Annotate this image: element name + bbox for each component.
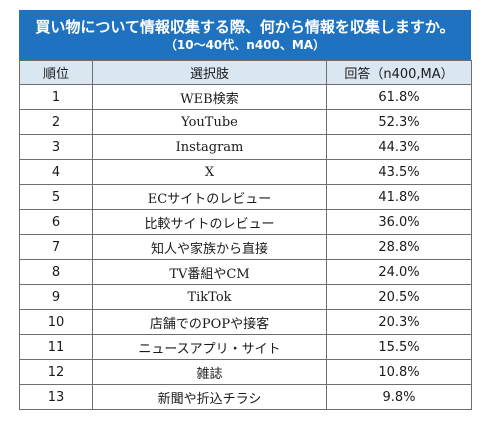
table-row: 1 WEB検索 61.8% — [19, 84, 472, 110]
choice-cell: ニュースアプリ・サイト — [92, 334, 327, 360]
table-title: 買い物について情報収集する際、何から情報を収集しますか。 — [35, 18, 455, 36]
answer-cell: 24.0% — [326, 259, 472, 285]
rank-cell: 1 — [19, 84, 93, 110]
choice-cell: WEB検索 — [92, 84, 327, 110]
header-row: 順位 選択肢 回答（n400,MA） — [19, 60, 472, 85]
choice-cell: ECサイトのレビュー — [92, 184, 327, 210]
header-answer: 回答（n400,MA） — [326, 60, 472, 85]
rank-cell: 13 — [19, 384, 93, 410]
table-row: 4 X 43.5% — [19, 159, 472, 185]
header-choice: 選択肢 — [92, 60, 327, 85]
rank-cell: 3 — [19, 134, 93, 160]
choice-cell: X — [92, 159, 327, 185]
answer-cell: 44.3% — [326, 134, 472, 160]
choice-cell: 店舗でのPOPや接客 — [92, 309, 327, 335]
rank-cell: 12 — [19, 359, 93, 385]
rank-cell: 7 — [19, 234, 93, 260]
answer-cell: 36.0% — [326, 209, 472, 235]
choice-cell: 新聞や折込チラシ — [92, 384, 327, 410]
answer-cell: 61.8% — [326, 84, 472, 110]
choice-cell: Instagram — [92, 134, 327, 160]
answer-cell: 41.8% — [326, 184, 472, 210]
table-row: 3 Instagram 44.3% — [19, 134, 472, 160]
table-body: 1 WEB検索 61.8% 2 YouTube 52.3% 3 Instagram 44.3% 4… — [19, 84, 472, 410]
ranking-table: 順位 選択肢 回答（n400,MA） 1 WEB検索 61.8% 2 YouTube 52… — [19, 60, 472, 410]
answer-cell: 28.8% — [326, 234, 472, 260]
rank-cell: 11 — [19, 334, 93, 360]
answer-cell: 9.8% — [326, 384, 472, 410]
table-row: 7 知人や家族から直接 28.8% — [19, 234, 472, 260]
header-rank: 順位 — [19, 60, 93, 85]
table-row: 8 TV番組やCM 24.0% — [19, 259, 472, 285]
survey-table-container: 買い物について情報収集する際、何から情報を収集しますか。 （10～40代、n40… — [19, 10, 472, 410]
choice-cell: TV番組やCM — [92, 259, 327, 285]
rank-cell: 6 — [19, 209, 93, 235]
answer-cell: 52.3% — [326, 109, 472, 135]
rank-cell: 4 — [19, 159, 93, 185]
table-row: 13 新聞や折込チラシ 9.8% — [19, 384, 472, 410]
table-row: 10 店舗でのPOPや接客 20.3% — [19, 309, 472, 335]
choice-cell: YouTube — [92, 109, 327, 135]
table-row: 9 TikTok 20.5% — [19, 284, 472, 310]
title-bar: 買い物について情報収集する際、何から情報を収集しますか。 （10～40代、n40… — [19, 10, 471, 60]
table-subtitle: （10～40代、n400、MA） — [164, 38, 326, 52]
choice-cell: TikTok — [92, 284, 327, 310]
table-row: 2 YouTube 52.3% — [19, 109, 472, 135]
rank-cell: 2 — [19, 109, 93, 135]
choice-cell: 比較サイトのレビュー — [92, 209, 327, 235]
choice-cell: 知人や家族から直接 — [92, 234, 327, 260]
table-row: 6 比較サイトのレビュー 36.0% — [19, 209, 472, 235]
answer-cell: 20.3% — [326, 309, 472, 335]
answer-cell: 43.5% — [326, 159, 472, 185]
answer-cell: 15.5% — [326, 334, 472, 360]
table-row: 11 ニュースアプリ・サイト 15.5% — [19, 334, 472, 360]
rank-cell: 10 — [19, 309, 93, 335]
choice-cell: 雑誌 — [92, 359, 327, 385]
rank-cell: 9 — [19, 284, 93, 310]
rank-cell: 8 — [19, 259, 93, 285]
answer-cell: 20.5% — [326, 284, 472, 310]
table-row: 12 雑誌 10.8% — [19, 359, 472, 385]
rank-cell: 5 — [19, 184, 93, 210]
answer-cell: 10.8% — [326, 359, 472, 385]
table-row: 5 ECサイトのレビュー 41.8% — [19, 184, 472, 210]
